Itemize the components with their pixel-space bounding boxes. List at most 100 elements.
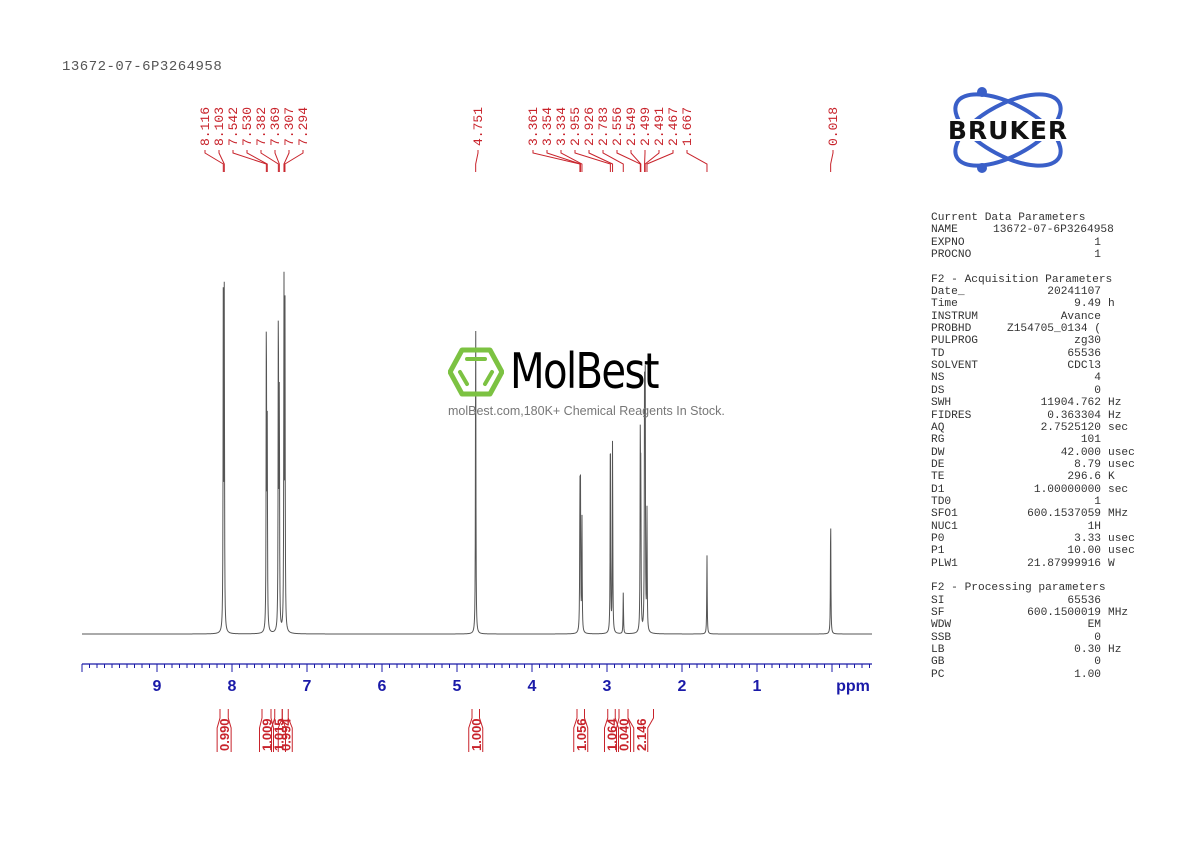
param-unit — [1101, 521, 1108, 533]
param-row: DW 42.000 usec — [931, 447, 1135, 459]
param-row: INSTRUM Avance — [931, 311, 1135, 323]
param-unit — [1101, 224, 1108, 236]
peak-label: 2.499 — [638, 107, 653, 146]
param-unit: K — [1108, 471, 1115, 484]
param-val: 0 — [1094, 631, 1101, 644]
param-val: 0.363304 — [1047, 409, 1101, 422]
param-row: P1 10.00 usec — [931, 545, 1135, 557]
param-unit — [1101, 249, 1108, 261]
param-val: CDCl3 — [1067, 360, 1101, 373]
param-val: Z154705_0134 ( — [1007, 323, 1101, 336]
peak-label: 7.382 — [254, 107, 269, 146]
param-key: TD0 — [931, 495, 952, 508]
param-unit — [1101, 335, 1108, 347]
param-row: DS 0 — [931, 385, 1135, 397]
param-key: NUC1 — [931, 520, 958, 533]
param-val: 65536 — [1067, 347, 1101, 360]
param-row: P0 3.33 usec — [931, 533, 1135, 545]
peak-label: 2.549 — [624, 107, 639, 146]
param-row: PC 1.00 — [931, 669, 1135, 681]
param-unit: usec — [1108, 545, 1135, 558]
param-row: NAME 13672-07-6P3264958 — [931, 224, 1135, 236]
param-row: AQ 2.7525120 sec — [931, 422, 1135, 434]
param-val: 0.30 — [1074, 644, 1101, 657]
param-val: zg30 — [1074, 335, 1101, 348]
param-key: Time — [931, 298, 958, 311]
param-val: Avance — [1060, 310, 1101, 323]
param-key: P1 — [931, 545, 945, 558]
param-row: WDW EM — [931, 619, 1135, 631]
bruker-logo-text: BRUKER — [948, 116, 1068, 145]
peak-label: 2.491 — [652, 107, 667, 146]
integral-value: 0.994 — [278, 718, 293, 751]
param-section: F2 - Acquisition Parameters Date_ 20241107… — [931, 274, 1135, 570]
param-row: SWH 11904.762 Hz — [931, 397, 1135, 409]
param-row: SF 600.1500019 MHz — [931, 607, 1135, 619]
param-row: LB 0.30 Hz — [931, 644, 1135, 656]
param-key: P0 — [931, 532, 945, 545]
peak-label: 3.334 — [554, 107, 569, 146]
param-key: PLW1 — [931, 557, 958, 570]
x-tick-label: 3 — [603, 678, 612, 695]
param-row: FIDRES 0.363304 Hz — [931, 410, 1135, 422]
param-unit: usec — [1108, 458, 1135, 471]
param-unit: MHz — [1108, 607, 1129, 619]
param-key: PULPROG — [931, 335, 978, 348]
param-key: DS — [931, 384, 945, 397]
param-row: PROBHD Z154705_0134 ( — [931, 323, 1135, 335]
param-unit — [1101, 595, 1108, 607]
param-unit — [1101, 385, 1108, 397]
param-key: AQ — [931, 421, 945, 434]
integral-value: 1.015 — [272, 718, 287, 751]
peak-label: 3.354 — [540, 107, 555, 146]
param-val: 1 — [1094, 249, 1101, 262]
peak-label: 4.751 — [471, 107, 486, 146]
param-key: D1 — [931, 483, 945, 496]
molbest-brand: MolBest — [510, 343, 660, 400]
molbest-watermark: MolBest molBest.com,180K+ Chemical Reage… — [448, 343, 748, 418]
param-key: DW — [931, 446, 945, 459]
peak-label: 7.294 — [296, 107, 311, 146]
param-section: Current Data Parameters NAME 13672-07-6P32… — [931, 212, 1135, 261]
param-val: 2.7525120 — [1040, 421, 1101, 434]
param-key: NS — [931, 372, 945, 385]
param-key: PC — [931, 668, 945, 681]
param-val: 11904.762 — [1040, 397, 1101, 410]
param-val: 10.00 — [1067, 545, 1101, 558]
param-unit — [1101, 360, 1108, 372]
param-row: TD 65536 — [931, 348, 1135, 360]
acquisition-parameters-panel: Current Data Parameters NAME 13672-07-6P32… — [931, 212, 1135, 693]
param-row: SSB 0 — [931, 632, 1135, 644]
benzene-logo-icon — [448, 347, 504, 396]
peak-label: 2.926 — [582, 107, 597, 146]
param-key: SF — [931, 607, 945, 619]
param-unit: h — [1108, 298, 1115, 311]
peak-label: 7.542 — [226, 107, 241, 146]
param-val: 0 — [1094, 656, 1101, 669]
param-unit — [1101, 348, 1108, 360]
param-row: TD0 1 — [931, 496, 1135, 508]
param-key: TD — [931, 347, 945, 360]
param-row: PULPROG zg30 — [931, 335, 1135, 347]
param-key: NAME — [931, 224, 958, 237]
x-tick-label: 6 — [378, 678, 387, 695]
param-key: SFO1 — [931, 508, 958, 521]
param-val: 13672-07-6P3264958 — [993, 224, 1114, 237]
integral-value: 0.040 — [617, 718, 632, 751]
param-key: INSTRUM — [931, 310, 978, 323]
param-unit: Hz — [1108, 409, 1122, 422]
param-unit: usec — [1108, 532, 1135, 545]
param-unit — [1101, 434, 1108, 446]
param-row: SFO1 600.1537059 MHz — [931, 508, 1135, 520]
param-unit — [1101, 496, 1108, 508]
peak-label: 8.116 — [198, 107, 213, 146]
param-key: EXPNO — [931, 236, 965, 249]
param-key: TE — [931, 471, 945, 484]
param-key: DE — [931, 458, 945, 471]
x-tick-label: 4 — [528, 678, 537, 695]
param-val: 1.00 — [1074, 668, 1101, 681]
param-row: PROCNO 1 — [931, 249, 1135, 261]
integral-value: 1.000 — [469, 718, 484, 751]
